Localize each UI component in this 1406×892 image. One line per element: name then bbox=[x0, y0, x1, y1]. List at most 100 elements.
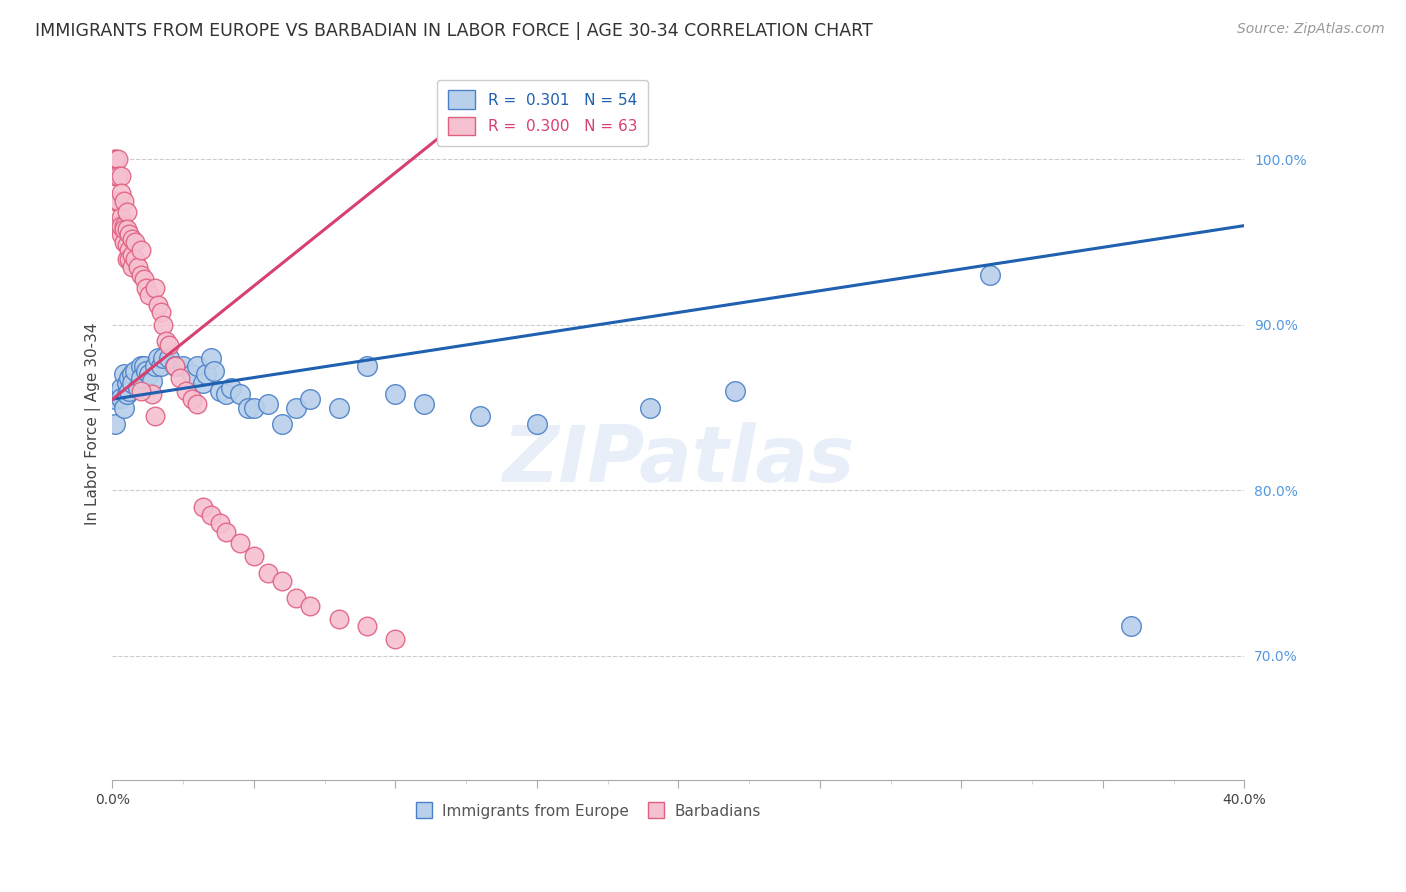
Point bbox=[115, 222, 138, 236]
Point bbox=[328, 612, 350, 626]
Point bbox=[200, 508, 222, 522]
Point bbox=[141, 387, 163, 401]
Point bbox=[155, 334, 177, 349]
Point bbox=[243, 401, 266, 415]
Point bbox=[127, 381, 149, 395]
Point bbox=[107, 194, 129, 208]
Point bbox=[174, 384, 197, 398]
Point bbox=[107, 153, 129, 167]
Point bbox=[121, 260, 143, 274]
Point bbox=[356, 619, 378, 633]
Point bbox=[107, 387, 129, 401]
Point bbox=[127, 260, 149, 274]
Point bbox=[146, 351, 169, 365]
Point bbox=[115, 238, 138, 252]
Point bbox=[299, 392, 322, 407]
Point bbox=[112, 222, 135, 236]
Point bbox=[163, 359, 186, 374]
Point bbox=[285, 591, 308, 605]
Point bbox=[214, 524, 236, 539]
Point bbox=[328, 401, 350, 415]
Point bbox=[724, 384, 747, 398]
Point bbox=[412, 397, 434, 411]
Point bbox=[112, 235, 135, 249]
Point bbox=[129, 244, 152, 258]
Point bbox=[104, 417, 127, 431]
Point bbox=[257, 566, 280, 580]
Y-axis label: In Labor Force | Age 30-34: In Labor Force | Age 30-34 bbox=[86, 323, 101, 525]
Point bbox=[149, 304, 172, 318]
Point bbox=[135, 281, 157, 295]
Point bbox=[138, 368, 160, 382]
Point bbox=[149, 359, 172, 374]
Point bbox=[104, 169, 127, 183]
Point bbox=[118, 252, 141, 266]
Point bbox=[132, 271, 155, 285]
Point bbox=[257, 397, 280, 411]
Point bbox=[104, 194, 127, 208]
Point bbox=[104, 219, 127, 233]
Point bbox=[118, 227, 141, 241]
Point bbox=[285, 401, 308, 415]
Point bbox=[129, 359, 152, 374]
Point bbox=[129, 370, 152, 384]
Point bbox=[384, 387, 406, 401]
Point bbox=[157, 337, 180, 351]
Legend: Immigrants from Europe, Barbadians: Immigrants from Europe, Barbadians bbox=[408, 797, 768, 825]
Point bbox=[229, 536, 252, 550]
Point bbox=[110, 186, 132, 200]
Point bbox=[104, 153, 127, 167]
Point bbox=[384, 632, 406, 646]
Point bbox=[163, 359, 186, 374]
Point bbox=[143, 359, 166, 374]
Point bbox=[143, 409, 166, 423]
Point bbox=[214, 387, 236, 401]
Point bbox=[104, 392, 127, 407]
Point bbox=[470, 409, 492, 423]
Point bbox=[118, 244, 141, 258]
Point bbox=[191, 376, 214, 390]
Point bbox=[110, 169, 132, 183]
Point bbox=[121, 248, 143, 262]
Point bbox=[121, 368, 143, 382]
Point bbox=[110, 227, 132, 241]
Point bbox=[152, 351, 174, 365]
Point bbox=[124, 235, 146, 249]
Point bbox=[110, 219, 132, 233]
Point bbox=[112, 219, 135, 233]
Point bbox=[356, 359, 378, 374]
Point bbox=[194, 368, 217, 382]
Text: IMMIGRANTS FROM EUROPE VS BARBADIAN IN LABOR FORCE | AGE 30-34 CORRELATION CHART: IMMIGRANTS FROM EUROPE VS BARBADIAN IN L… bbox=[35, 22, 873, 40]
Point bbox=[1119, 619, 1142, 633]
Point bbox=[208, 516, 231, 531]
Point bbox=[135, 364, 157, 378]
Point bbox=[152, 318, 174, 332]
Point bbox=[638, 401, 661, 415]
Point bbox=[110, 391, 132, 405]
Point bbox=[202, 364, 225, 378]
Point bbox=[107, 169, 129, 183]
Text: Source: ZipAtlas.com: Source: ZipAtlas.com bbox=[1237, 22, 1385, 37]
Point bbox=[979, 268, 1001, 283]
Point bbox=[186, 397, 208, 411]
Point bbox=[110, 211, 132, 225]
Point bbox=[129, 384, 152, 398]
Point bbox=[104, 153, 127, 167]
Point bbox=[243, 549, 266, 564]
Point bbox=[526, 417, 548, 431]
Point bbox=[191, 500, 214, 514]
Point bbox=[115, 387, 138, 401]
Point bbox=[157, 351, 180, 365]
Point bbox=[186, 359, 208, 374]
Text: ZIPatlas: ZIPatlas bbox=[502, 422, 855, 498]
Point bbox=[229, 387, 252, 401]
Point bbox=[118, 370, 141, 384]
Point bbox=[238, 401, 260, 415]
Point bbox=[143, 281, 166, 295]
Point bbox=[115, 205, 138, 219]
Point bbox=[180, 392, 202, 407]
Point bbox=[124, 252, 146, 266]
Point bbox=[112, 194, 135, 208]
Point bbox=[112, 401, 135, 415]
Point bbox=[118, 384, 141, 398]
